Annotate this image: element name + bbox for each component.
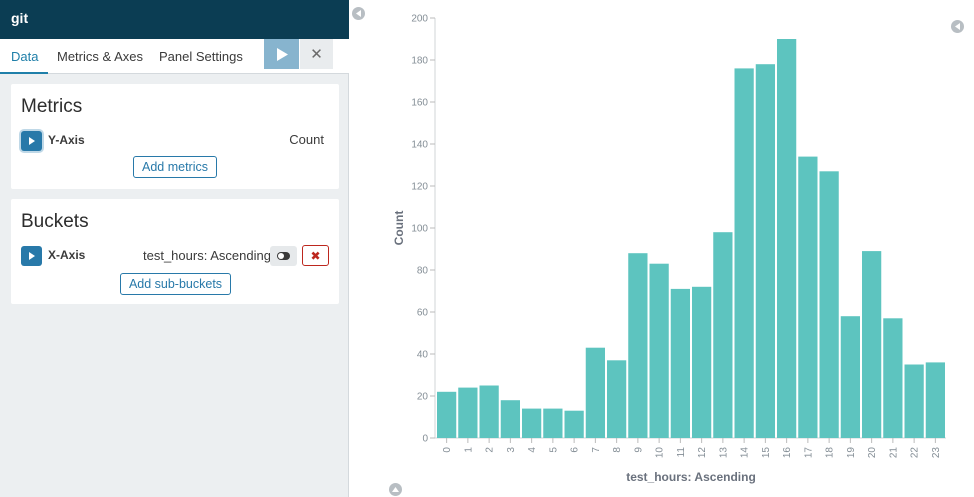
x-tick-label: 1 xyxy=(463,447,474,453)
caret-right-icon xyxy=(28,137,35,145)
x-tick-label: 8 xyxy=(612,447,623,453)
y-tick-label: 120 xyxy=(411,182,428,193)
x-tick-label: 4 xyxy=(527,447,538,453)
bar-17 xyxy=(798,156,818,438)
tab-panel-settings[interactable]: Panel Settings xyxy=(159,49,243,64)
x-tick-label: 23 xyxy=(931,447,942,459)
index-pattern-title: git xyxy=(11,10,29,26)
bar-21 xyxy=(883,318,903,438)
y-tick-label: 20 xyxy=(417,392,429,403)
caret-right-icon xyxy=(28,252,35,260)
collapse-sidebar-button[interactable] xyxy=(352,7,365,20)
y-tick-label: 40 xyxy=(417,350,429,361)
toggle-switch-icon xyxy=(277,252,290,260)
play-icon xyxy=(276,47,288,61)
x-tick-label: 13 xyxy=(718,447,729,459)
y-tick-label: 180 xyxy=(411,56,428,67)
metrics-heading: Metrics xyxy=(21,96,83,117)
x-tick-label: 5 xyxy=(548,447,559,453)
add-sub-buckets-button[interactable]: Add sub-buckets xyxy=(120,273,231,295)
y-tick-label: 160 xyxy=(411,98,428,109)
x-tick-label: 10 xyxy=(655,447,666,459)
bar-20 xyxy=(862,251,882,438)
sidebar-header: git xyxy=(0,0,349,39)
y-tick-label: 80 xyxy=(417,266,429,277)
bar-8 xyxy=(607,360,627,438)
x-tick-label: 7 xyxy=(591,447,602,453)
y-axis-aggregation: Count xyxy=(289,132,324,147)
x-tick-label: 3 xyxy=(506,447,517,453)
toggle-spy-panel-button[interactable] xyxy=(389,483,402,496)
editor-sidebar: git Data Metrics & Axes Panel Settings ✕… xyxy=(0,0,349,497)
discard-changes-button[interactable]: ✕ xyxy=(300,39,333,69)
x-tick-label: 15 xyxy=(761,447,772,459)
x-tick-label: 14 xyxy=(740,447,751,459)
bar-5 xyxy=(543,408,563,438)
y-tick-label: 60 xyxy=(417,308,429,319)
y-tick-label: 200 xyxy=(411,14,428,25)
x-tick-label: 17 xyxy=(803,447,814,459)
chevron-left-icon xyxy=(954,23,960,30)
x-tick-label: 21 xyxy=(888,447,899,459)
bar-13 xyxy=(713,232,733,438)
disable-aggregation-toggle[interactable] xyxy=(270,246,297,266)
buckets-panel: Buckets X-Axis test_hours: Ascending ✖ A… xyxy=(11,199,339,304)
bar-12 xyxy=(692,286,712,438)
bar-18 xyxy=(819,171,839,439)
remove-icon: ✖ xyxy=(310,248,321,263)
y-tick-label: 140 xyxy=(411,140,428,151)
x-tick-label: 6 xyxy=(570,447,581,453)
x-tick-label: 11 xyxy=(676,447,687,458)
bar-7 xyxy=(585,347,605,438)
close-icon: ✕ xyxy=(310,46,323,63)
bar-0 xyxy=(437,391,457,438)
y-axis-title: Count xyxy=(392,211,406,246)
x-tick-label: 20 xyxy=(867,447,878,459)
x-tick-label: 0 xyxy=(442,447,453,453)
metrics-panel: Metrics Y-Axis Count Add metrics xyxy=(11,84,339,189)
x-tick-label: 12 xyxy=(697,447,708,459)
tab-metrics-axes[interactable]: Metrics & Axes xyxy=(57,49,143,64)
tab-data[interactable]: Data xyxy=(11,49,39,64)
chevron-left-icon xyxy=(355,10,361,17)
buckets-heading: Buckets xyxy=(21,211,89,232)
bar-16 xyxy=(777,39,797,438)
x-tick-label: 22 xyxy=(910,447,921,459)
x-axis-title: test_hours: Ascending xyxy=(626,470,756,484)
remove-x-axis-button[interactable]: ✖ xyxy=(302,245,329,266)
x-axis-aggregation: test_hours: Ascending xyxy=(143,248,271,263)
y-tick-label: 0 xyxy=(422,434,428,445)
chevron-up-icon xyxy=(392,486,399,492)
bar-1 xyxy=(458,387,478,438)
bar-6 xyxy=(564,410,584,438)
x-tick-label: 19 xyxy=(846,447,857,459)
bar-23 xyxy=(925,362,945,438)
bar-10 xyxy=(649,263,669,438)
bar-9 xyxy=(628,253,648,438)
bar-22 xyxy=(904,364,924,438)
y-axis-expand-toggle[interactable] xyxy=(21,131,42,151)
legend-toggle-button[interactable] xyxy=(951,20,964,33)
active-tab-indicator xyxy=(0,72,48,74)
y-axis-label: Y-Axis xyxy=(48,133,85,147)
bar-19 xyxy=(840,316,860,438)
bar-3 xyxy=(500,400,520,438)
x-tick-label: 18 xyxy=(825,447,836,459)
y-tick-label: 100 xyxy=(411,224,428,235)
bar-11 xyxy=(670,288,690,438)
x-tick-label: 9 xyxy=(633,447,644,453)
bar-15 xyxy=(755,64,775,438)
x-tick-label: 16 xyxy=(782,447,793,459)
bar-14 xyxy=(734,68,754,439)
apply-changes-button[interactable] xyxy=(264,39,299,69)
x-axis-label: X-Axis xyxy=(48,248,86,262)
add-metrics-button[interactable]: Add metrics xyxy=(133,156,217,178)
x-axis-expand-toggle[interactable] xyxy=(21,246,42,266)
bar-2 xyxy=(479,385,499,438)
bar-4 xyxy=(522,408,542,438)
x-tick-label: 2 xyxy=(485,447,496,453)
